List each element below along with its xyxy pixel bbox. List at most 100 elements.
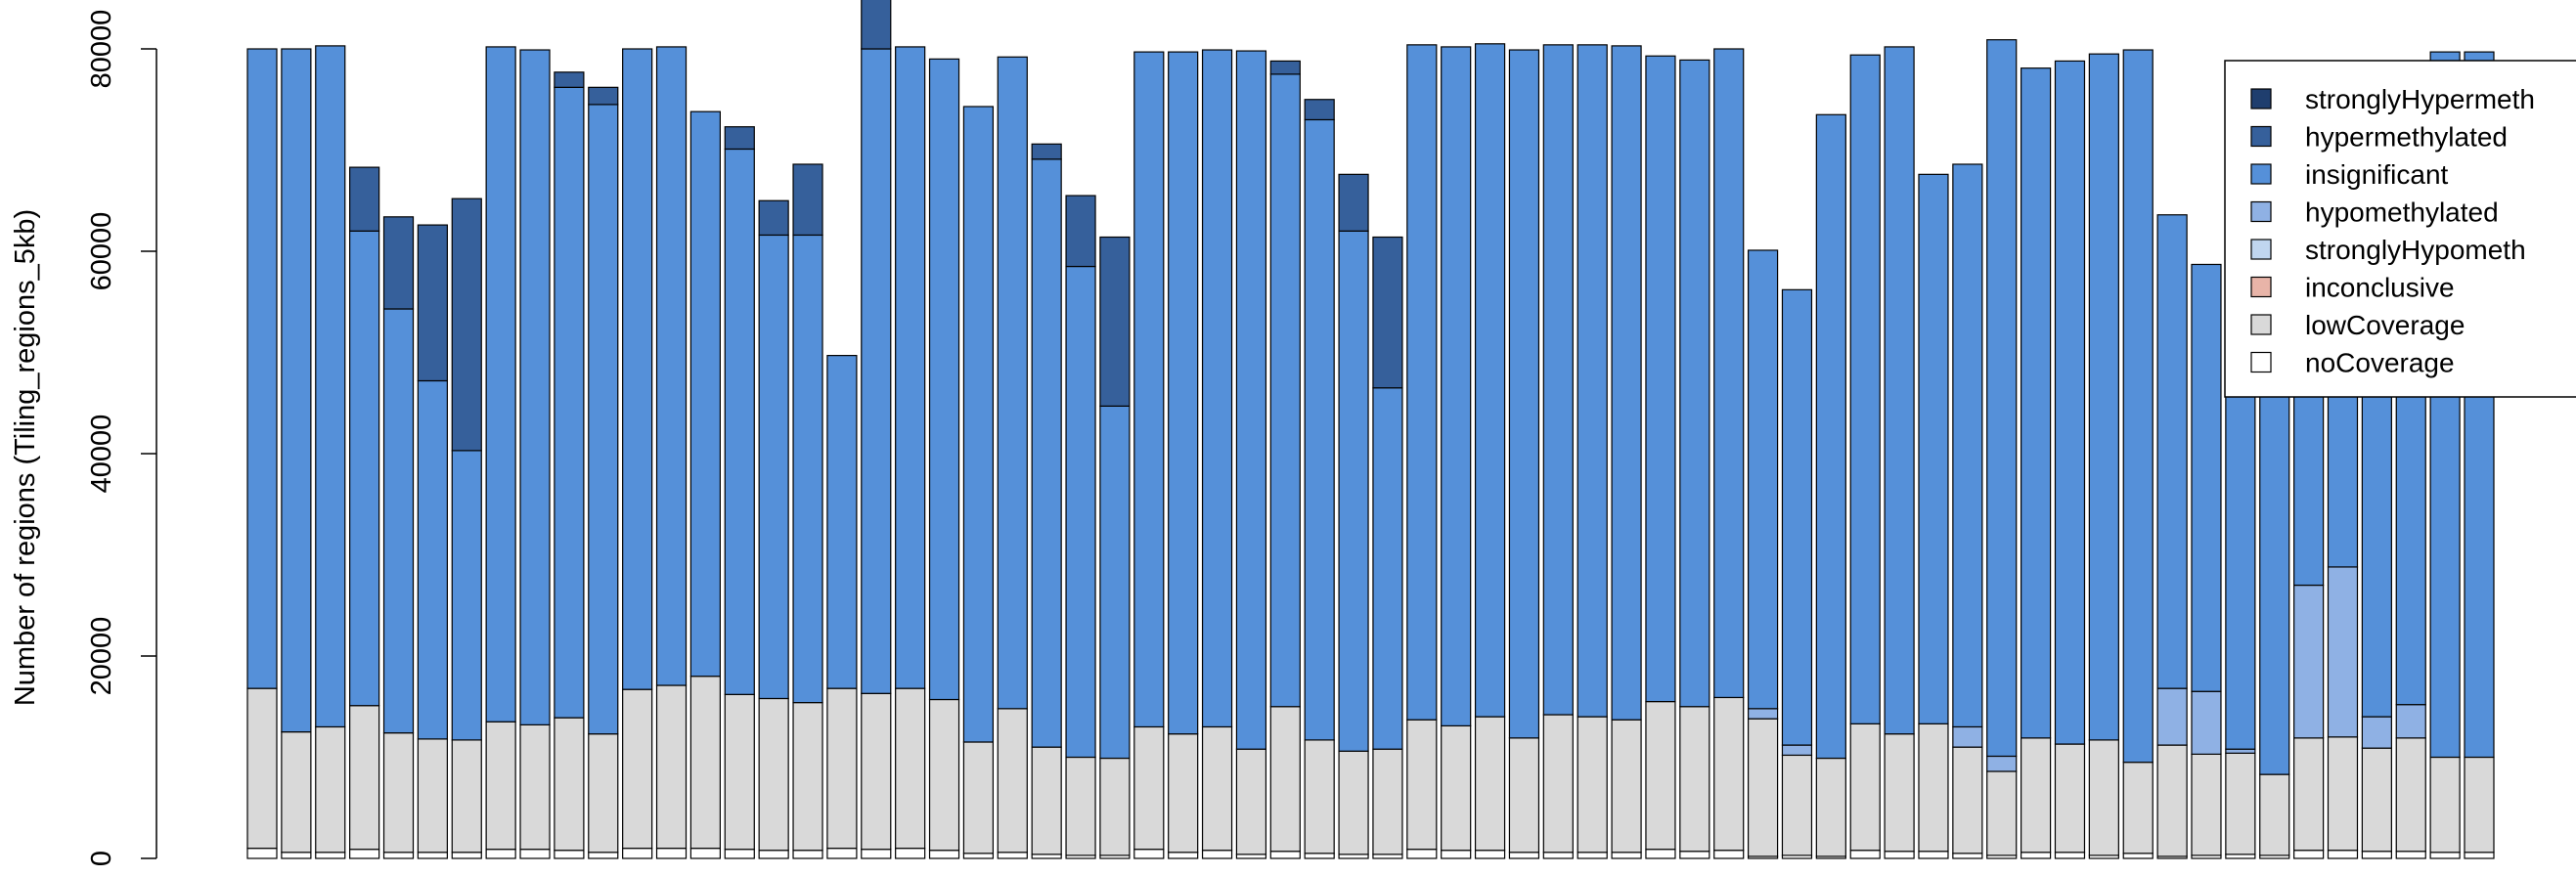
bar-stack-34 (1372, 236, 1403, 859)
legend-swatch (2250, 314, 2272, 335)
bar-stack-44 (1713, 48, 1745, 859)
bar-segment-lowCoverage (1747, 718, 1779, 857)
legend-swatch (2250, 125, 2272, 148)
bar-segment-noCoverage (1406, 849, 1438, 859)
bar-segment-insignificant (1099, 405, 1131, 760)
bar-segment-insignificant (2088, 53, 2119, 741)
bar-segment-lowCoverage (1952, 746, 1983, 854)
bar-segment-insignificant (1679, 59, 1710, 708)
bar-stack-7 (451, 197, 482, 859)
bar-segment-lowCoverage (315, 725, 346, 854)
bar-stack-9 (519, 49, 551, 859)
bar-segment-noCoverage (2122, 853, 2154, 859)
bar-segment-noCoverage (1849, 850, 1881, 859)
bar-segment-hypermethylated (451, 197, 482, 452)
bar-segment-insignificant (1338, 230, 1369, 752)
bar-stack-24 (1031, 143, 1062, 859)
legend-box (2224, 60, 2576, 398)
bar-segment-insignificant (962, 106, 995, 743)
bar-stack-39 (1542, 44, 1574, 859)
bar-stack-38 (1508, 49, 1540, 859)
bar-segment-insignificant (1884, 46, 1915, 735)
bar-stack-22 (962, 106, 995, 859)
bar-segment-insignificant (1542, 44, 1574, 716)
bar-segment-lowCoverage (2021, 737, 2052, 854)
bar-segment-lowCoverage (861, 692, 892, 851)
bar-stack-12 (622, 48, 653, 859)
bar-segment-lowCoverage (2293, 737, 2325, 852)
bar-segment-insignificant (519, 49, 551, 725)
bar-segment-hypermethylated (588, 86, 619, 106)
bar-segment-noCoverage (1338, 854, 1369, 859)
bar-segment-insignificant (1815, 113, 1846, 760)
legend-swatch (2250, 351, 2272, 373)
bar-segment-lowCoverage (1542, 714, 1574, 854)
bar-segment-insignificant (1065, 265, 1096, 759)
bar-stack-42 (1645, 55, 1676, 859)
bar-segment-lowCoverage (2361, 747, 2392, 853)
bar-stack-50 (1918, 173, 1949, 859)
bar-segment-lowCoverage (826, 687, 858, 850)
bar-segment-insignificant (2021, 67, 2052, 739)
bar-segment-noCoverage (554, 850, 585, 859)
bar-segment-lowCoverage (1815, 757, 1846, 857)
bar-segment-noCoverage (1168, 852, 1199, 859)
bar-segment-lowCoverage (1406, 719, 1438, 851)
bar-segment-lowCoverage (554, 717, 585, 852)
bar-segment-lowCoverage (1133, 725, 1165, 851)
bar-segment-hypomethylated (2225, 748, 2256, 754)
bar-stack-45 (1747, 249, 1779, 859)
bar-segment-hypermethylated (349, 166, 380, 232)
bar-stack-48 (1849, 54, 1881, 859)
bar-segment-hypomethylated (2327, 566, 2359, 738)
bar-segment-insignificant (861, 48, 892, 694)
bar-segment-lowCoverage (1645, 700, 1676, 851)
bar-segment-hypermethylated (861, 0, 892, 50)
bar-segment-hypomethylated (1952, 725, 1983, 748)
bar-segment-hypomethylated (1781, 744, 1813, 757)
bar-segment-insignificant (1031, 158, 1062, 748)
bar-stack-41 (1611, 45, 1642, 859)
bar-segment-insignificant (2156, 214, 2188, 689)
bar-stack-30 (1235, 50, 1267, 859)
bar-segment-lowCoverage (485, 721, 516, 851)
bar-segment-noCoverage (758, 850, 789, 859)
bar-segment-insignificant (1713, 48, 1745, 699)
bar-segment-insignificant (2122, 49, 2154, 764)
bar-segment-lowCoverage (2191, 753, 2222, 856)
bar-stack-52 (1986, 39, 2018, 859)
bar-segment-noCoverage (519, 849, 551, 859)
bar-segment-lowCoverage (1986, 770, 2018, 856)
bar-segment-lowCoverage (2259, 773, 2290, 856)
bar-segment-noCoverage (826, 848, 858, 859)
bar-stack-58 (2191, 263, 2222, 859)
bar-segment-lowCoverage (1168, 733, 1199, 854)
bar-segment-lowCoverage (1508, 737, 1540, 854)
bar-segment-insignificant (588, 104, 619, 735)
bar-segment-lowCoverage (2327, 736, 2359, 852)
bar-segment-hypomethylated (2361, 716, 2392, 749)
legend-label: insignificant (2305, 159, 2449, 190)
bar-stack-3 (315, 45, 346, 859)
legend-swatch (2250, 276, 2272, 298)
legend-label: inconclusive (2305, 273, 2455, 303)
bar-segment-lowCoverage (1474, 716, 1506, 852)
bar-segment-lowCoverage (792, 702, 823, 852)
bar-segment-lowCoverage (997, 708, 1028, 854)
bar-segment-lowCoverage (758, 697, 789, 852)
legend-label: hypomethylated (2305, 197, 2499, 228)
bar-segment-noCoverage (2395, 851, 2426, 859)
bar-segment-insignificant (382, 308, 415, 734)
bar-segment-insignificant (246, 48, 278, 689)
bar-segment-noCoverage (689, 848, 722, 859)
bar-segment-insignificant (349, 230, 380, 707)
bar-segment-lowCoverage (1304, 739, 1335, 854)
bar-segment-noCoverage (1577, 852, 1608, 859)
bar-stack-36 (1441, 46, 1472, 859)
bar-stack-54 (2054, 60, 2086, 859)
bar-segment-insignificant (1952, 163, 1983, 728)
bar-segment-insignificant (1235, 50, 1267, 750)
bar-segment-noCoverage (1235, 854, 1267, 859)
bar-segment-noCoverage (315, 852, 346, 859)
bar-stack-15 (724, 126, 755, 859)
